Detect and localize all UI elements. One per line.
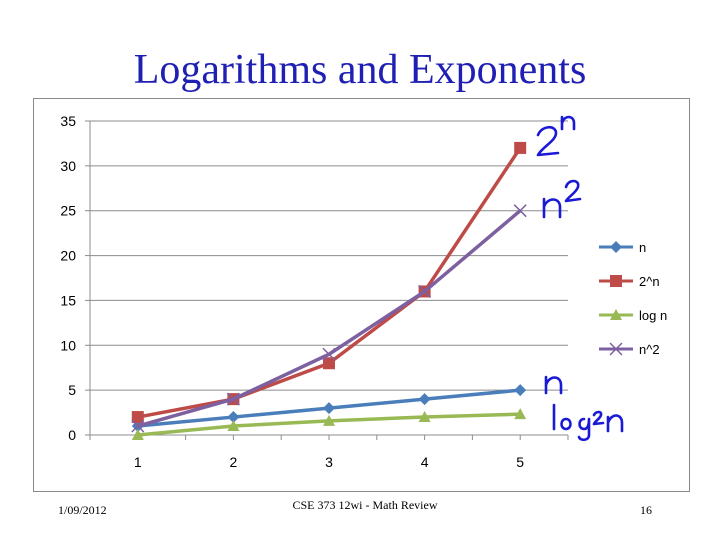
series-line <box>137 209 522 428</box>
x-marker-stroke <box>131 419 145 433</box>
x-marker-stroke <box>609 342 623 356</box>
data-point <box>513 204 527 218</box>
x-marker-stroke <box>322 347 336 361</box>
data-point <box>514 141 527 154</box>
data-point <box>131 411 144 424</box>
data-point <box>418 393 431 406</box>
x-tick-label: 3 <box>325 454 333 470</box>
y-tick-label: 0 <box>68 427 76 443</box>
data-point <box>514 384 527 397</box>
y-tick-label: 20 <box>60 248 76 264</box>
legend-label: n <box>639 240 646 255</box>
data-point <box>514 408 527 420</box>
data-point <box>323 357 335 370</box>
data-point <box>227 420 240 432</box>
x-tick-label: 1 <box>134 454 142 470</box>
data-point <box>227 411 240 424</box>
handwritten-annotations <box>536 115 624 442</box>
legend-marker <box>610 241 622 253</box>
x-tick-label: 5 <box>516 454 524 470</box>
x-marker-stroke <box>418 284 432 298</box>
legend-marker <box>610 275 622 287</box>
x-marker-stroke <box>513 204 527 218</box>
y-tick-label: 35 <box>60 113 76 129</box>
data-point <box>418 411 431 423</box>
line-chart: 0 5 10 15 20 25 30 35 1 2 3 4 5 n 2^n log n n^2 <box>60 113 667 470</box>
legend-marker <box>609 342 623 356</box>
legend: n 2^n log n n^2 <box>599 240 667 357</box>
data-point <box>131 429 144 440</box>
handwritten-2-to-the-n <box>536 115 576 157</box>
y-tick-label: 15 <box>60 292 76 308</box>
page-number: 16 <box>640 503 652 517</box>
handwritten-n <box>544 375 563 395</box>
legend-label: 2^n <box>639 274 660 289</box>
data-point <box>322 347 336 361</box>
legend-label: log n <box>639 308 667 323</box>
data-point <box>418 284 432 298</box>
x-tick-label: 4 <box>421 454 429 470</box>
data-point <box>226 392 240 406</box>
legend-label: n^2 <box>639 342 660 357</box>
legend-marker <box>610 309 622 320</box>
axes: 0 5 10 15 20 25 30 35 1 2 3 4 5 <box>60 113 569 470</box>
x-tick-label: 2 <box>230 454 238 470</box>
y-tick-label: 5 <box>68 382 76 398</box>
x-marker-stroke <box>226 392 240 406</box>
handwritten-log2-n <box>552 403 624 442</box>
y-tick-label: 25 <box>60 203 76 219</box>
handwritten-n-squared <box>542 179 582 219</box>
y-tick-label: 30 <box>60 158 76 174</box>
y-tick-label: 10 <box>60 337 76 353</box>
footer-date: 1/09/2012 <box>58 503 107 517</box>
data-point <box>131 419 145 433</box>
chart-frame: 0 5 10 15 20 25 30 35 1 2 3 4 5 n 2^n log n n^2 <box>33 98 690 492</box>
data-point <box>323 414 335 426</box>
data-point <box>323 402 335 415</box>
slide-title: Logarithms and Exponents <box>133 47 587 93</box>
series-line <box>137 146 522 419</box>
footer-course: CSE 373 12wi - Math Review <box>292 498 438 512</box>
series-lines <box>131 141 527 440</box>
gridlines <box>90 120 568 391</box>
